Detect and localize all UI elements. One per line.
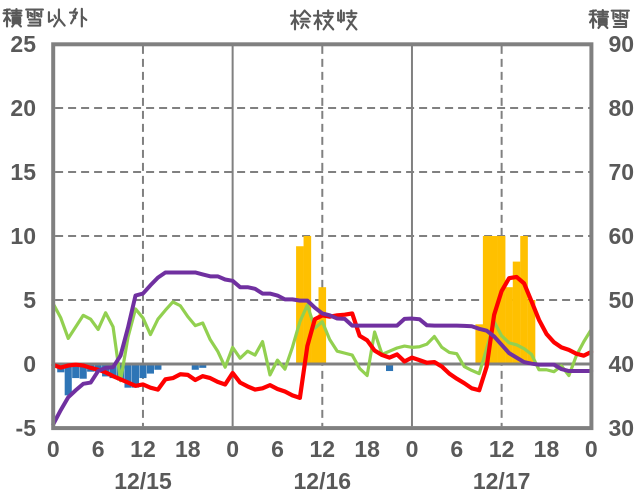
svg-text:0: 0 xyxy=(585,436,598,462)
svg-text:60: 60 xyxy=(609,223,635,249)
svg-text:0: 0 xyxy=(226,436,239,462)
svg-text:5: 5 xyxy=(23,287,36,313)
svg-text:10: 10 xyxy=(10,223,36,249)
svg-text:12/15: 12/15 xyxy=(114,468,172,494)
svg-text:12/16: 12/16 xyxy=(294,468,352,494)
svg-text:12: 12 xyxy=(489,436,515,462)
svg-text:12/17: 12/17 xyxy=(473,468,531,494)
svg-text:15: 15 xyxy=(10,159,36,185)
svg-text:90: 90 xyxy=(609,31,635,57)
svg-text:20: 20 xyxy=(10,95,36,121)
svg-text:6: 6 xyxy=(450,436,463,462)
svg-text:0: 0 xyxy=(406,436,419,462)
svg-text:6: 6 xyxy=(92,436,105,462)
svg-text:25: 25 xyxy=(10,31,36,57)
svg-text:50: 50 xyxy=(609,287,635,313)
svg-text:6: 6 xyxy=(271,436,284,462)
svg-text:70: 70 xyxy=(609,159,635,185)
svg-text:12: 12 xyxy=(310,436,336,462)
svg-text:0: 0 xyxy=(23,351,36,377)
svg-text:-5: -5 xyxy=(16,415,37,441)
svg-text:30: 30 xyxy=(609,415,635,441)
svg-text:12: 12 xyxy=(130,436,156,462)
svg-text:18: 18 xyxy=(534,436,560,462)
svg-text:0: 0 xyxy=(47,436,60,462)
svg-text:18: 18 xyxy=(175,436,201,462)
svg-text:80: 80 xyxy=(609,95,635,121)
svg-text:40: 40 xyxy=(609,351,635,377)
svg-text:18: 18 xyxy=(354,436,380,462)
